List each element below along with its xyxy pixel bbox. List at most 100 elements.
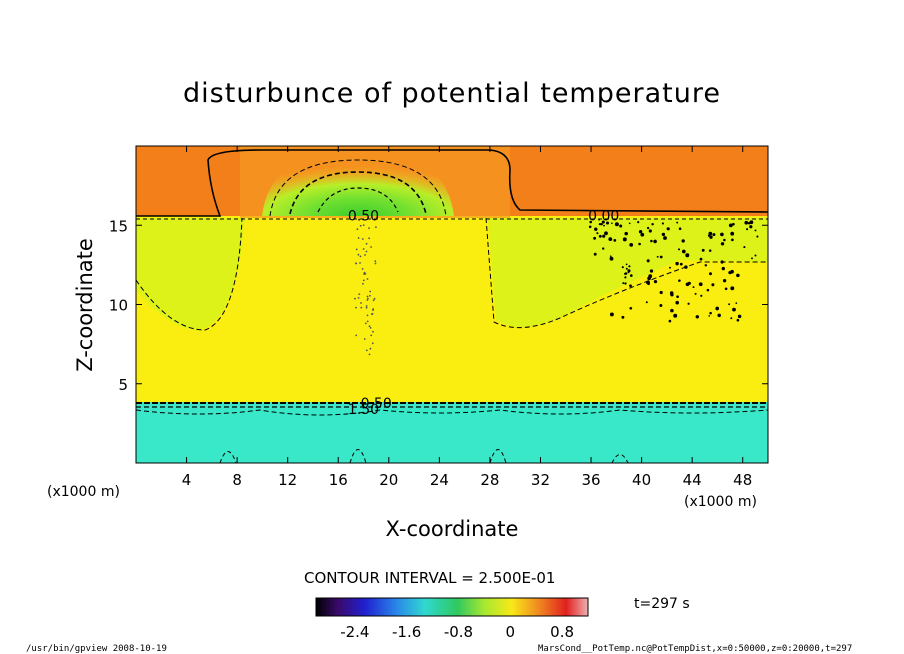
speckle-dot <box>365 349 368 352</box>
speckle-dot <box>605 221 610 225</box>
speckle-dot <box>360 306 363 309</box>
speckle-dot <box>637 221 640 224</box>
speckle-dot <box>749 220 754 225</box>
speckle-dot <box>608 237 613 242</box>
speckle-dot <box>721 266 725 271</box>
contour-dashed-left <box>136 217 243 331</box>
speckle-dot <box>600 222 603 226</box>
speckle-dot <box>589 220 592 224</box>
contour-dashed-dome <box>269 159 447 217</box>
x-tick-label: 32 <box>531 471 550 489</box>
speckle-dot <box>661 222 664 225</box>
field-left-plume <box>136 218 245 330</box>
speckle-dot <box>743 246 746 249</box>
speckle-dot <box>602 234 606 238</box>
speckle-dot <box>603 224 605 227</box>
x-tick-label: 44 <box>683 471 702 489</box>
x-axis: 4 8 12 16 20 24 28 32 36 40 44 48 <box>182 146 752 489</box>
speckle-dot <box>622 237 627 242</box>
contour-label: 0.00 <box>588 209 619 225</box>
speckle-dot <box>369 347 372 350</box>
x-tick-label: 4 <box>182 471 192 489</box>
speckle-dot <box>732 307 736 312</box>
y-axis: 5 10 15 <box>109 217 768 394</box>
speckle-dot <box>625 267 628 270</box>
speckle-dot <box>670 308 674 313</box>
speckle-dot <box>357 237 360 239</box>
speckle-dot <box>361 268 364 270</box>
speckle-dot <box>628 222 631 225</box>
speckle-dot <box>624 272 628 275</box>
speckle-dot <box>673 313 678 318</box>
speckle-dot <box>368 325 371 328</box>
speckle-dot <box>669 266 671 269</box>
speckle-dot <box>668 319 672 323</box>
speckle-dot <box>653 239 657 244</box>
speckle-dot <box>619 224 623 228</box>
colorbar-tick-label: -2.4 <box>340 623 369 641</box>
speckle-dot <box>621 315 625 319</box>
speckle-dot <box>709 272 712 276</box>
speckle-dot <box>365 242 368 245</box>
speckle-dot <box>359 262 361 264</box>
footer-left: /usr/bin/gpview 2008-10-19 <box>26 644 167 654</box>
speckle-dot <box>366 314 369 317</box>
speckle-dot <box>669 291 674 295</box>
speckle-dot <box>367 297 369 300</box>
speckle-dot <box>708 249 712 252</box>
footer-right: MarsCond__PotTemp.nc@PotTempDist,x=0:500… <box>538 644 852 654</box>
speckle-dot <box>651 222 654 226</box>
speckle-dot <box>370 246 372 248</box>
speckle-dot <box>369 294 371 297</box>
speckle-dot <box>361 238 364 240</box>
speckle-dot <box>593 252 597 256</box>
speckle-dot <box>625 263 628 266</box>
speckle-dot <box>369 290 372 293</box>
speckle-dot <box>627 269 631 273</box>
speckle-dot <box>698 282 703 287</box>
speckle-dot <box>700 294 703 297</box>
speckle-dot <box>611 222 613 224</box>
speckle-dot <box>629 306 633 310</box>
contour-labels: 0.50 0.000.501.50 <box>348 209 619 418</box>
speckle-dot <box>736 318 740 322</box>
speckle-dot <box>737 314 742 319</box>
speckle-dot <box>355 334 358 337</box>
speckle-dot <box>646 226 650 230</box>
speckle-dot <box>730 286 735 291</box>
speckle-dot <box>364 322 367 325</box>
speckle-dot <box>717 313 721 318</box>
speckle-dot <box>649 269 654 273</box>
speckle-dot <box>645 301 648 304</box>
speckle-dot <box>730 269 734 274</box>
speckle-dot <box>601 220 605 224</box>
speckle-dot <box>640 232 645 237</box>
colorbar-gradient <box>315 597 589 617</box>
speckle-dot <box>638 242 641 246</box>
field-dome <box>262 150 454 216</box>
speckle-dot <box>609 256 614 261</box>
speckle-dot <box>366 278 369 280</box>
speckle-dot <box>704 264 708 267</box>
speckle-dot <box>692 286 695 289</box>
speckle-dot <box>364 254 366 256</box>
speckle-dot <box>735 302 738 304</box>
speckle-dot <box>368 237 370 240</box>
speckle-dot <box>694 292 697 295</box>
time-label: t=297 s <box>634 596 690 612</box>
x-tick-label: 8 <box>232 471 242 489</box>
speckle-dot <box>701 248 705 252</box>
speckle-dot <box>720 232 724 237</box>
contour-interval: CONTOUR INTERVAL = 2.500E-01 <box>304 569 555 587</box>
speckle-dot <box>371 312 374 315</box>
speckle-dot <box>604 231 608 236</box>
chart-title: disturbunce of potential temperature <box>183 78 721 109</box>
y-axis-label: Z-coordinate <box>73 238 97 372</box>
speckle-dot <box>661 232 666 237</box>
speckle-dot <box>708 231 713 236</box>
speckle-dot <box>355 306 357 309</box>
speckle-dot <box>363 271 366 274</box>
speckle-dot <box>365 306 368 309</box>
speckle-dot <box>609 255 612 257</box>
